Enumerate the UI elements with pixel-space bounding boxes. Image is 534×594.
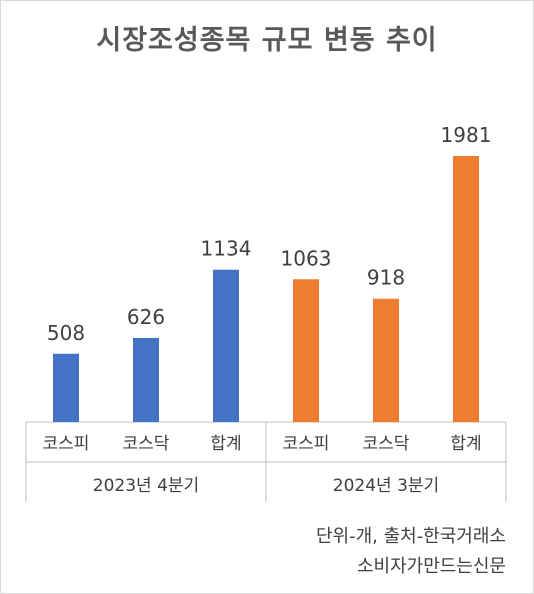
data-label: 626 — [127, 305, 165, 329]
group-label: 2024년 3분기 — [333, 476, 439, 496]
data-label: 1134 — [201, 237, 252, 261]
category-tick-label: 합계 — [450, 434, 481, 454]
bar-1-1 — [53, 353, 79, 422]
category-tick-label: 코스닥 — [123, 434, 170, 454]
group-label: 2023년 4분기 — [93, 476, 199, 496]
data-label: 918 — [367, 266, 405, 290]
chart-title: 시장조성종목 규모 변동 추이 — [96, 25, 438, 56]
category-tick-label: 코스피 — [43, 434, 90, 454]
unit-source-note: 단위-개, 출처-한국거래소 — [315, 526, 506, 547]
bar-2-2 — [373, 298, 399, 422]
category-tick-label: 합계 — [210, 434, 241, 454]
data-label: 1063 — [281, 246, 332, 270]
bar-1-2 — [133, 337, 159, 422]
category-tick-label: 코스닥 — [363, 434, 410, 454]
bar-2-3 — [453, 156, 479, 422]
bar-2-1 — [293, 279, 319, 422]
category-tick-label: 코스피 — [283, 434, 330, 454]
data-label: 508 — [47, 321, 85, 345]
data-label: 1981 — [441, 123, 492, 147]
bar-1-3 — [213, 269, 239, 422]
publisher-note: 소비자가만드는신문 — [356, 556, 506, 577]
